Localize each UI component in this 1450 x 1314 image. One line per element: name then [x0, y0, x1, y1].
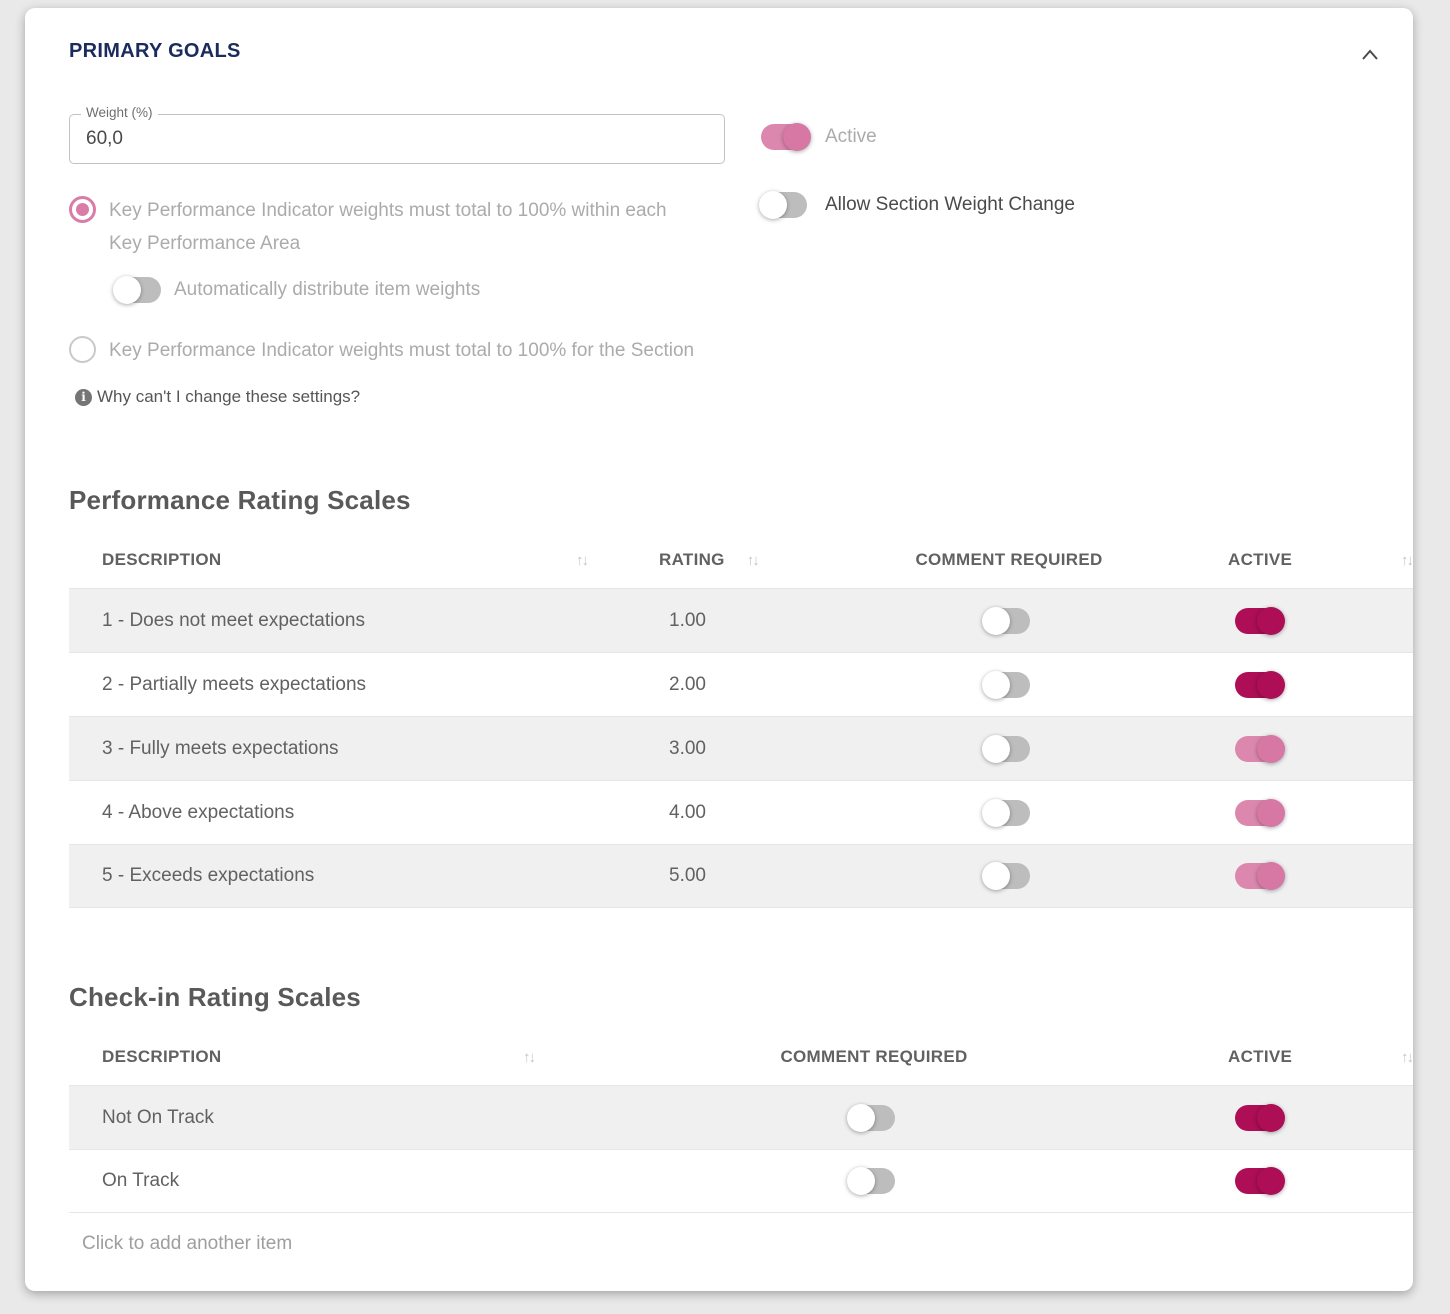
settings-right-column: Active Allow Section Weight Change — [759, 114, 1075, 407]
header-active: ACTIVE — [1228, 1047, 1293, 1066]
section-active-toggle[interactable] — [761, 123, 811, 151]
section-total-radio[interactable] — [69, 336, 96, 363]
cell-rating: 3.00 — [669, 737, 706, 759]
header-active-sort: ↑↓ — [1374, 1049, 1413, 1066]
comment-required-toggle[interactable] — [847, 1167, 899, 1195]
active-toggle[interactable] — [1235, 670, 1285, 699]
cell-description: Not On Track — [102, 1106, 214, 1128]
checkin-rating-scales-heading: Check-in Rating Scales — [69, 982, 361, 1012]
header-rating: RATING ↑↓ — [659, 550, 760, 569]
cell-comment-required — [544, 1167, 1204, 1195]
header-comment-required: COMMENT REQUIRED — [780, 1047, 968, 1066]
table-row[interactable]: 5 - Exceeds expectations 5.00 — [69, 844, 1413, 908]
header-comment-required: COMMENT REQUIRED — [915, 550, 1103, 569]
cell-comment-required — [814, 670, 1204, 699]
auto-distribute-label: Automatically distribute item weights — [174, 279, 481, 300]
allow-weight-change-row: Allow Section Weight Change — [759, 191, 1075, 219]
section-active-label: Active — [825, 126, 877, 147]
cell-rating: 5.00 — [669, 865, 706, 886]
sort-arrows-icon[interactable]: ↑↓ — [1401, 551, 1413, 569]
table-row[interactable]: Not On Track — [69, 1085, 1413, 1149]
checkin-rating-table: DESCRIPTION ↑↓ COMMENT REQUIRED ACTIVE ↑… — [69, 1029, 1413, 1213]
primary-goals-panel: PRIMARY GOALS Weight (%) Key Performance… — [25, 8, 1413, 1291]
kpa-total-radio-label: Key Performance Indicator weights must t… — [109, 200, 667, 254]
table-row[interactable]: On Track — [69, 1149, 1413, 1213]
radio-row-section: Key Performance Indicator weights must t… — [69, 334, 725, 367]
active-toggle[interactable] — [1235, 606, 1285, 635]
active-toggle[interactable] — [1235, 1103, 1285, 1132]
table-row[interactable]: 3 - Fully meets expectations 3.00 — [69, 716, 1413, 780]
table-row[interactable]: 2 - Partially meets expectations 2.00 — [69, 652, 1413, 716]
header-active: ACTIVE — [1228, 550, 1293, 569]
cell-comment-required — [814, 862, 1204, 890]
cell-active — [1204, 670, 1374, 699]
cell-rating: 2.00 — [669, 673, 706, 695]
table-row[interactable]: 1 - Does not meet expectations 1.00 — [69, 588, 1413, 652]
radio-row-kpa: Key Performance Indicator weights must t… — [69, 194, 725, 260]
settings-info-text: Why can't I change these settings? — [97, 387, 361, 406]
cell-description: 1 - Does not meet expectations — [102, 609, 365, 631]
cell-description: 4 - Above expectations — [102, 801, 295, 823]
cell-active — [1204, 734, 1374, 763]
active-toggle[interactable] — [1235, 862, 1285, 890]
page-title: PRIMARY GOALS — [69, 40, 241, 62]
sort-arrows-icon[interactable]: ↑↓ — [746, 551, 760, 569]
performance-table-header: DESCRIPTION ↑↓ RATING ↑↓ COMMENT REQUIRE… — [69, 532, 1413, 588]
cell-active — [1204, 606, 1374, 635]
cell-comment-required — [544, 1103, 1204, 1132]
active-toggle[interactable] — [1235, 798, 1285, 827]
cell-rating: 1.00 — [669, 609, 706, 631]
weight-field-wrapper: Weight (%) — [69, 105, 725, 164]
section-total-radio-label: Key Performance Indicator weights must t… — [109, 340, 695, 361]
comment-required-toggle[interactable] — [982, 798, 1034, 827]
settings-section: Weight (%) Key Performance Indicator wei… — [44, 105, 1395, 407]
active-toggle[interactable] — [1235, 1167, 1285, 1195]
auto-distribute-row: Automatically distribute item weights — [113, 276, 725, 304]
settings-info-link[interactable]: Why can't I change these settings? — [75, 387, 725, 407]
allow-section-weight-label: Allow Section Weight Change — [825, 194, 1075, 215]
sort-arrows-icon[interactable]: ↑↓ — [1401, 1048, 1413, 1066]
panel-header: PRIMARY GOALS — [44, 40, 1395, 70]
comment-required-toggle[interactable] — [847, 1103, 899, 1132]
header-description: DESCRIPTION ↑↓ — [102, 1047, 536, 1066]
active-toggle[interactable] — [1235, 734, 1285, 763]
cell-active — [1204, 1103, 1374, 1132]
cell-description: 5 - Exceeds expectations — [102, 865, 315, 886]
auto-distribute-toggle[interactable] — [113, 276, 165, 304]
performance-rating-scales-heading: Performance Rating Scales — [69, 485, 411, 515]
cell-active — [1204, 798, 1374, 827]
collapse-button[interactable] — [1355, 40, 1385, 70]
cell-description: 3 - Fully meets expectations — [102, 737, 339, 759]
table-row[interactable]: 4 - Above expectations 4.00 — [69, 780, 1413, 844]
header-description: DESCRIPTION ↑↓ — [102, 550, 589, 569]
comment-required-toggle[interactable] — [982, 606, 1034, 635]
performance-rating-table: DESCRIPTION ↑↓ RATING ↑↓ COMMENT REQUIRE… — [69, 532, 1413, 908]
cell-active — [1204, 862, 1374, 890]
cell-description: On Track — [102, 1170, 180, 1191]
allow-section-weight-toggle[interactable] — [759, 191, 811, 219]
info-icon — [75, 388, 92, 406]
cell-description: 2 - Partially meets expectations — [102, 673, 367, 695]
settings-left-column: Weight (%) Key Performance Indicator wei… — [69, 105, 725, 407]
performance-table-body: 1 - Does not meet expectations 1.00 2 - Pa… — [69, 588, 1413, 908]
cell-active — [1204, 1167, 1374, 1195]
comment-required-toggle[interactable] — [982, 670, 1034, 699]
checkin-table-body: Not On Track On Track — [69, 1085, 1413, 1213]
cell-comment-required — [814, 798, 1204, 827]
cell-comment-required — [814, 606, 1204, 635]
comment-required-toggle[interactable] — [982, 734, 1034, 763]
weight-field-label: Weight (%) — [81, 105, 158, 120]
kpa-total-radio[interactable] — [69, 196, 96, 223]
sort-arrows-icon[interactable]: ↑↓ — [523, 1048, 536, 1066]
add-item-link[interactable]: Click to add another item — [82, 1233, 293, 1254]
active-toggle-row: Active — [761, 123, 1075, 151]
sort-arrows-icon[interactable]: ↑↓ — [576, 551, 589, 569]
comment-required-toggle[interactable] — [982, 862, 1034, 890]
cell-rating: 4.00 — [669, 801, 706, 823]
checkin-table-header: DESCRIPTION ↑↓ COMMENT REQUIRED ACTIVE ↑… — [69, 1029, 1413, 1085]
cell-comment-required — [814, 734, 1204, 763]
chevron-up-icon — [1362, 49, 1378, 60]
weight-input[interactable] — [70, 115, 724, 163]
header-active-sort: ↑↓ — [1374, 552, 1413, 569]
